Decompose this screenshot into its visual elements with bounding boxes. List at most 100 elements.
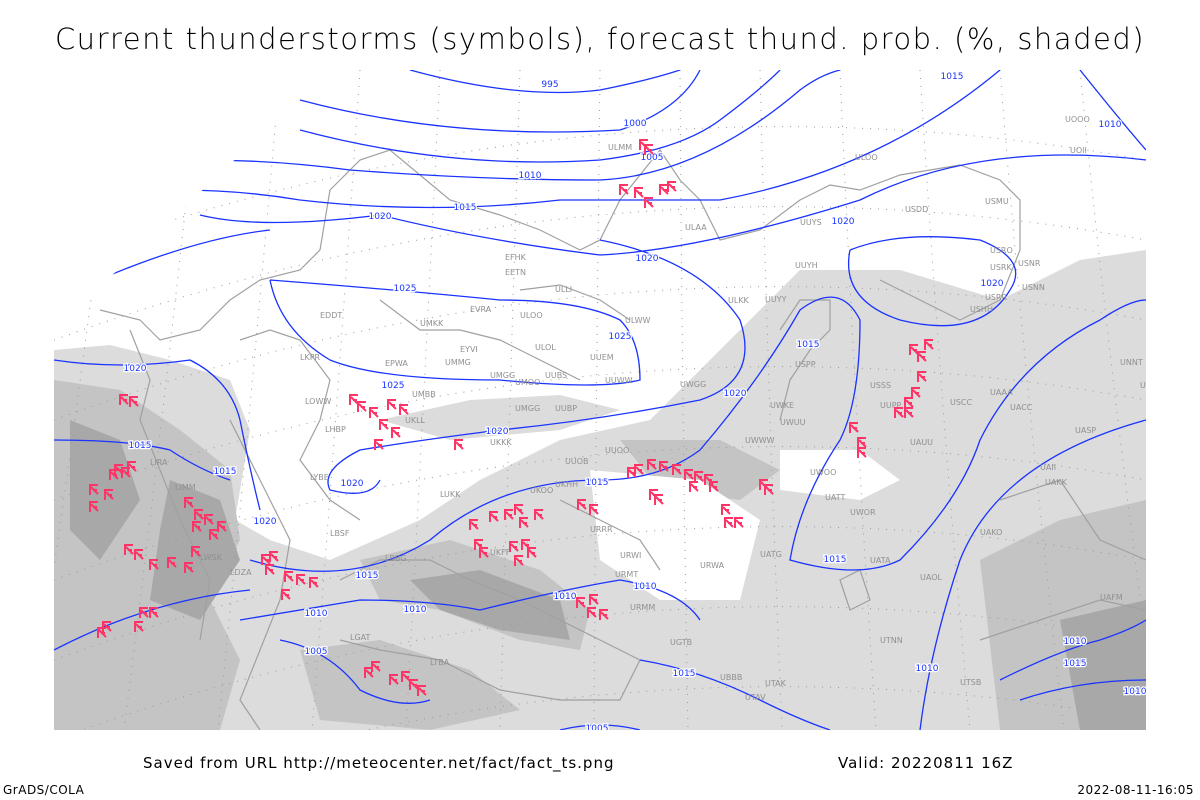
thunderstorm-icon — [149, 559, 159, 570]
station-label: UTAV — [745, 693, 766, 702]
isobar-label: 1015 — [214, 467, 237, 477]
isobar-label: 1005 — [641, 153, 664, 163]
isobar-label: 1020 — [832, 217, 855, 227]
station-label: LGAT — [350, 633, 371, 642]
station-label: ULMM — [608, 143, 632, 152]
coastline — [229, 419, 291, 730]
thunderstorm-icon — [261, 554, 271, 565]
station-label: UUPP — [880, 401, 902, 410]
station-label: LDZA — [230, 568, 252, 577]
station-label: UWOR — [850, 508, 876, 517]
station-label: UUYS — [800, 218, 822, 227]
coastline — [329, 148, 1021, 321]
isobar-label: 1010 — [554, 592, 577, 602]
station-label: UUYY — [765, 295, 787, 304]
thunderstorm-icon — [409, 679, 419, 690]
thunderstorm-icon — [357, 401, 367, 412]
isobar-label: 1015 — [824, 555, 847, 565]
station-label: UUEM — [590, 353, 614, 362]
coastline — [979, 599, 1146, 641]
station-label: UWKE — [770, 401, 794, 410]
isobar-line — [327, 239, 746, 494]
station-label: LOWW — [305, 397, 331, 406]
thunderstorm-icon — [489, 511, 499, 522]
meridian — [311, 70, 361, 730]
thunderstorm-icon — [904, 407, 914, 418]
isobar-label: 1020 — [124, 364, 147, 374]
station-label: UOOO — [1065, 115, 1090, 124]
isobar-label: 1020 — [724, 389, 747, 399]
station-label: USPP — [795, 360, 816, 369]
station-label: UATG — [760, 550, 782, 559]
meridian — [1160, 70, 1200, 730]
isobar-label: 1010 — [404, 605, 427, 615]
thunderstorm-icon — [167, 557, 177, 568]
station-label: LBBG — [385, 554, 407, 563]
probability-area — [1060, 600, 1146, 730]
station-label: LTBA — [430, 658, 450, 667]
isobar-label: 1015 — [586, 478, 609, 488]
station-label: URMM — [630, 603, 655, 612]
station-label: EPWA — [385, 359, 408, 368]
thunderstorm-icon — [659, 184, 669, 195]
lat-lon-grid — [54, 70, 1200, 730]
station-label: LIRA — [150, 458, 168, 467]
probability-area — [410, 570, 570, 640]
isobar-line — [199, 154, 1146, 256]
thunderstorm-icon — [577, 499, 587, 510]
isobar-label: 1025 — [609, 332, 632, 342]
station-label: UAFM — [1100, 593, 1123, 602]
thunderstorm-icon — [192, 521, 202, 532]
thunderstorm-icon — [204, 514, 214, 525]
coastline — [379, 299, 581, 381]
station-label: USSS — [870, 381, 891, 390]
thunderstorm-icon — [399, 404, 409, 415]
coastline — [839, 569, 871, 611]
station-label: UTNN — [880, 636, 903, 645]
station-label: UWUU — [780, 418, 806, 427]
isobar-line — [54, 70, 1001, 209]
thunderstorm-icon — [644, 197, 654, 208]
coastline — [559, 499, 661, 571]
thunderstorm-icon — [134, 621, 144, 632]
thunderstorm-icon — [527, 547, 537, 558]
isobar-line — [919, 419, 1146, 730]
thunderstorm-icon — [589, 594, 599, 605]
station-label: UKHH — [555, 480, 578, 489]
station-label: USMU — [985, 197, 1009, 206]
thunderstorm-icon — [654, 494, 664, 505]
thunderstorm-icon — [576, 597, 586, 608]
thunderstorm-icon — [509, 541, 519, 552]
software-credit: GrADS/COLA — [3, 783, 85, 797]
station-label: UUYH — [795, 261, 818, 270]
station-label: USRR — [985, 293, 1007, 302]
isobar-line — [54, 229, 271, 301]
thunderstorm-icon — [387, 399, 397, 410]
station-label: UMKK — [420, 319, 444, 328]
isobar-label: 1015 — [797, 340, 820, 350]
isobar-label: 995 — [541, 80, 558, 90]
thunderstorm-icon — [265, 564, 275, 575]
isobar-label: 1020 — [486, 427, 509, 437]
station-label: USCC — [950, 398, 973, 407]
thunderstorm-icon — [924, 339, 934, 350]
station-label: EVRA — [470, 305, 492, 314]
station-label: USNR — [1018, 259, 1041, 268]
parallel — [54, 126, 1146, 261]
thunderstorm-icon — [857, 447, 867, 458]
thunderstorm-icon — [349, 394, 359, 405]
thunderstorm-icon — [369, 407, 379, 418]
thunderstorm-icon — [139, 607, 149, 618]
thunderstorm-icon — [634, 187, 644, 198]
station-label: ULOO — [855, 153, 878, 162]
coastline — [129, 329, 211, 641]
station-label: UKOO — [530, 486, 553, 495]
isobar-line — [279, 639, 431, 704]
station-label: ULWW — [625, 316, 650, 325]
station-label: UAKO — [980, 528, 1002, 537]
station-label: UUOB — [565, 457, 589, 466]
thunderstorm-icon — [849, 422, 859, 433]
thunderstorm-icon — [734, 517, 744, 528]
station-label: USRO — [990, 246, 1013, 255]
